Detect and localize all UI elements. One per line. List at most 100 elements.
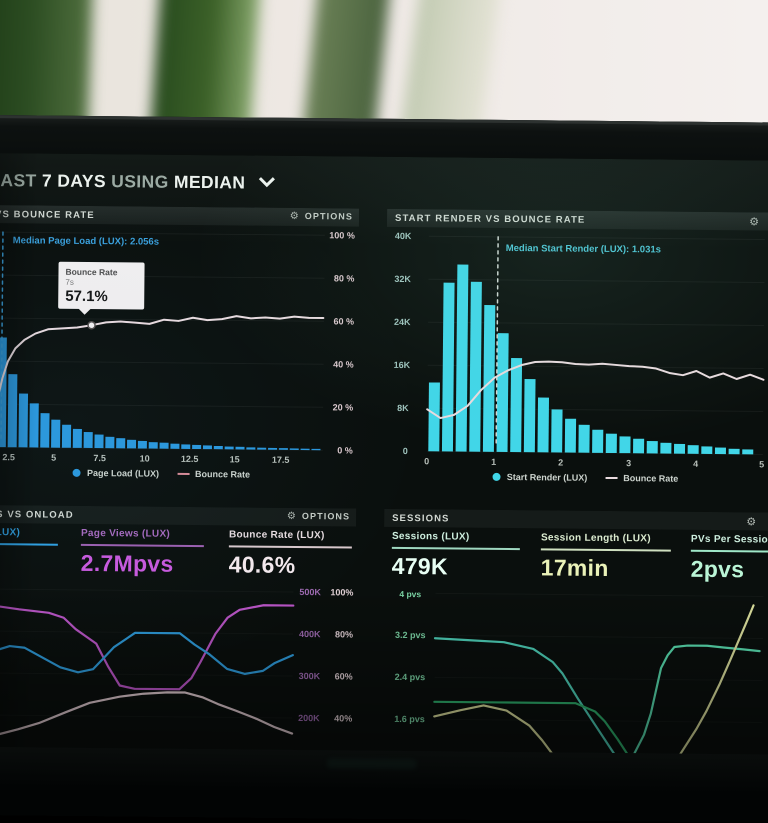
x-axis-tick: 5 <box>51 452 57 463</box>
chevron-down-icon[interactable] <box>259 172 276 193</box>
y-axis-pct: 40% <box>334 713 353 724</box>
x-axis-tick: 5 <box>759 459 765 470</box>
y-axis-pair: 500K 100% <box>289 587 354 598</box>
x-axis-tick: 10 <box>139 453 150 464</box>
date-range-selector[interactable]: LAST 7 DAYS USING MEDIAN <box>0 169 276 196</box>
options-button[interactable]: ⚙ OPTIONS <box>290 211 353 223</box>
header-days-label: 7 DAYS <box>41 170 107 192</box>
y-axis-tick: 8K <box>397 402 409 414</box>
legend-dot-icon <box>73 468 82 477</box>
panel-page-load-vs-bounce-rate: VS BOUNCE RATE ⚙ OPTIONS Median Page Load… <box>0 205 360 498</box>
legend-label: Bounce Rate <box>195 469 251 480</box>
panel-title: START RENDER VS BOUNCE RATE <box>394 212 586 226</box>
y-axis-tick: 0 <box>402 445 408 457</box>
metric-value <box>0 549 56 550</box>
y-axis-tick: 0 % <box>337 445 353 456</box>
y-axis-pct: 60% <box>334 671 353 682</box>
panel-title: VS BOUNCE RATE <box>0 209 95 222</box>
legend-line-icon <box>605 476 618 480</box>
legend-page-load[interactable]: Page Load (LUX) <box>73 468 159 479</box>
y-axis-tick: 4 pvs <box>399 588 422 600</box>
y-axis-count: 400K <box>298 629 321 640</box>
y-axis-tick: 32K <box>394 273 412 285</box>
metric-bounce-rate: Bounce Rate (LUX) 40.6% <box>229 529 352 579</box>
metric-session-length: Session Length (LUX) 17min <box>541 532 671 582</box>
metric-label: Session Length (LUX) <box>540 532 651 545</box>
x-axis-tick: 12.5 <box>180 453 199 465</box>
x-axis-tick: 17.5 <box>271 454 290 465</box>
y-axis-count: 500K <box>299 587 321 598</box>
options-gear-button[interactable]: ⚙ <box>749 215 759 228</box>
x-axis-tick: 1 <box>491 456 497 467</box>
y-axis-tick: 3.2 pvs <box>394 629 426 641</box>
legend-label: Page Load (LUX) <box>87 467 160 479</box>
legend-bounce-rate[interactable]: Bounce Rate <box>605 473 678 484</box>
metric-underline <box>540 548 671 552</box>
metric-underline <box>228 545 352 549</box>
x-axis-tick: 7.5 <box>93 453 107 464</box>
metric-value: 479K <box>391 552 449 579</box>
metric-value: 40.6% <box>228 550 296 578</box>
metric-lux: (LUX) <box>0 527 58 550</box>
dashboard-screen: LAST 7 DAYS USING MEDIAN VS BOUNCE RATE … <box>0 153 768 755</box>
monitor: LAST 7 DAYS USING MEDIAN VS BOUNCE RATE … <box>0 115 768 823</box>
options-gear-button[interactable]: ⚙ <box>746 515 756 528</box>
legend-dot-icon <box>492 472 501 481</box>
x-axis-tick: 2.5 <box>2 452 16 463</box>
legend-line-icon <box>177 472 190 476</box>
y-axis-tick: 60 % <box>333 316 355 327</box>
tooltip-title: Bounce Rate <box>65 266 118 278</box>
y-axis-tick: 2.4 pvs <box>394 671 426 683</box>
y-axis-pair: 200K 40% <box>288 713 353 724</box>
tooltip-subvalue: 7s <box>65 277 74 287</box>
metric-value: 2.7Mpvs <box>80 549 174 577</box>
options-button[interactable]: ⚙ OPTIONS <box>287 511 350 523</box>
y-axis-count: 300K <box>298 671 321 682</box>
legend-label: Bounce Rate <box>623 473 679 484</box>
metric-value: 2pvs <box>690 555 745 582</box>
monitor-bezel-bottom <box>0 744 768 823</box>
header-last-label: LAST <box>0 170 37 191</box>
metric-label: PVs Per Session <box>690 533 768 546</box>
header-using-label: USING <box>111 171 169 192</box>
panel-pageviews-vs-onload: S VS ONLOAD ⚙ OPTIONS (LUX) Page Views (L… <box>0 505 357 750</box>
y-axis-count: 200K <box>298 713 320 724</box>
bounce-rate-tooltip: Bounce Rate 7s 57.1% <box>58 261 145 310</box>
metric-underline <box>690 549 768 553</box>
metric-page-views: Page Views (LUX) 2.7Mpvs <box>81 528 204 578</box>
chart-legend: Start Render (LUX) Bounce Rate <box>385 471 768 485</box>
y-axis-tick: 24K <box>393 316 411 328</box>
y-axis-pct: 100% <box>330 587 354 598</box>
metric-underline <box>0 543 58 546</box>
legend-start-render[interactable]: Start Render (LUX) <box>492 471 588 483</box>
y-axis-tick: 40 % <box>333 359 354 370</box>
legend-label: Start Render (LUX) <box>506 471 588 483</box>
gear-icon: ⚙ <box>746 516 757 529</box>
median-annotation: Median Start Render (LUX): 1.031s <box>505 242 662 256</box>
metric-underline <box>391 546 520 550</box>
metric-label: Page Views (LUX) <box>80 527 171 540</box>
panel-title: SESSIONS <box>392 512 450 525</box>
panel-sessions: SESSIONS ⚙ Sessions (LUX) 479K Session L… <box>382 508 768 755</box>
y-axis-tick: 16K <box>393 359 411 371</box>
y-axis-pct: 80% <box>334 629 354 640</box>
chart-legend: Page Load (LUX) Bounce Rate <box>0 467 327 480</box>
panel-title: S VS ONLOAD <box>0 509 74 521</box>
y-axis-tick: 80 % <box>333 273 355 284</box>
metric-label: (LUX) <box>0 527 21 539</box>
panel-start-render-vs-bounce-rate: START RENDER VS BOUNCE RATE ⚙ Median Sta… <box>384 208 768 503</box>
metric-value: 17min <box>540 553 609 581</box>
metric-label: Bounce Rate (LUX) <box>228 529 325 542</box>
gear-icon: ⚙ <box>749 216 760 229</box>
y-axis-tick: 20 % <box>332 402 354 413</box>
median-annotation: Median Page Load (LUX): 2.056s <box>12 235 160 248</box>
legend-bounce-rate[interactable]: Bounce Rate <box>177 469 250 480</box>
y-axis-pair: 300K 60% <box>288 671 353 682</box>
x-axis-tick: 15 <box>229 454 240 465</box>
metric-underline <box>80 543 204 547</box>
x-axis-tick: 4 <box>693 458 699 469</box>
tooltip-value: 57.1% <box>65 287 108 306</box>
metric-label: Sessions (LUX) <box>391 530 470 543</box>
gear-icon: ⚙ <box>289 210 300 222</box>
x-axis-tick: 3 <box>626 458 632 469</box>
